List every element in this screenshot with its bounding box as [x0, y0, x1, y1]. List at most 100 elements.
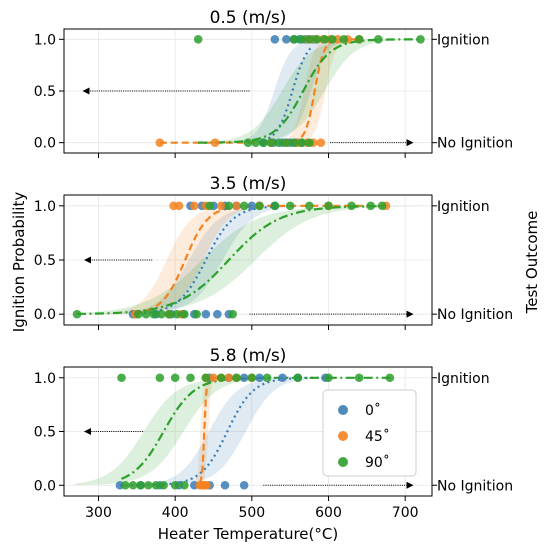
data-point-0deg [239, 480, 249, 490]
data-point-90deg [305, 201, 314, 211]
data-point-90deg [312, 35, 322, 44]
outcome-tick-label: No Ignition [437, 307, 513, 323]
confidence-band-90deg [75, 377, 419, 486]
data-point-90deg [259, 138, 268, 147]
data-point-90deg [262, 373, 272, 383]
y-tick-label: 0.0 [34, 478, 56, 494]
data-point-90deg [297, 138, 306, 147]
data-point-90deg [247, 373, 257, 383]
fit-curve-0deg [262, 45, 314, 142]
data-point-90deg [149, 309, 158, 319]
confidence-band-45deg [75, 205, 419, 315]
data-point-90deg [293, 373, 303, 383]
y-tick-label: 1.0 [34, 32, 56, 48]
data-point-90deg [170, 373, 180, 383]
data-point-90deg [366, 201, 375, 211]
y-tick-label: 0.5 [34, 253, 56, 269]
data-point-90deg [243, 138, 253, 147]
y-axis-label-left: Ignition Probability [10, 192, 28, 333]
data-point-90deg [289, 35, 299, 44]
outcome-tick-label: Ignition [437, 371, 490, 387]
y-tick-label: 0.0 [34, 136, 56, 152]
x-tick-label: 700 [392, 505, 419, 521]
data-point-90deg [285, 201, 295, 211]
data-point-45deg [216, 201, 226, 211]
x-axis-label: Heater Temperature(°C) [158, 525, 338, 543]
data-point-90deg [354, 35, 364, 44]
confidence-band-0deg [75, 377, 419, 486]
data-point-45deg [224, 373, 234, 383]
data-point-90deg [239, 201, 249, 211]
data-point-45deg [210, 138, 220, 147]
data-point-45deg [316, 138, 326, 147]
data-point-45deg [232, 201, 241, 211]
data-point-90deg [289, 138, 299, 147]
y-tick-label: 0.5 [34, 84, 56, 100]
data-point-90deg [305, 35, 314, 44]
legend-label: 0˚ [365, 402, 381, 419]
outcome-tick-label: No Ignition [437, 136, 513, 152]
data-point-90deg [339, 35, 349, 44]
confidence-band-90deg [75, 39, 419, 143]
y-tick-label: 0.5 [34, 425, 56, 441]
legend-label: 45˚ [365, 428, 390, 445]
panel-title: 3.5 (m/s) [210, 174, 287, 194]
data-point-90deg [305, 138, 314, 147]
data-point-90deg [117, 373, 126, 383]
data-point-0deg [239, 373, 249, 383]
data-point-90deg [164, 309, 174, 319]
data-point-90deg [282, 138, 291, 147]
data-point-90deg [374, 35, 383, 44]
data-point-45deg [202, 480, 211, 490]
data-point-90deg [186, 373, 195, 383]
legend-marker [338, 457, 348, 467]
data-point-90deg [157, 309, 166, 319]
panel-2: 0.0 0.5 1.0 No Ignition Ignition 3.5 (m/s) [34, 174, 513, 330]
data-point-0deg [282, 35, 291, 44]
data-point-90deg [170, 480, 180, 490]
data-point-90deg [324, 373, 333, 383]
data-point-90deg [144, 480, 153, 490]
data-point-90deg [297, 35, 306, 44]
data-point-90deg [274, 138, 283, 147]
data-point-90deg [159, 480, 168, 490]
data-point-90deg [354, 373, 364, 383]
data-point-90deg [128, 480, 138, 490]
data-point-45deg [190, 201, 199, 211]
data-point-45deg [155, 138, 165, 147]
fit-curve-90deg [77, 205, 383, 315]
data-point-90deg [192, 309, 201, 319]
data-point-45deg [209, 373, 218, 383]
data-point-90deg [224, 201, 234, 211]
data-point-90deg [121, 480, 130, 490]
data-point-90deg [228, 309, 237, 319]
panel-title: 5.8 (m/s) [210, 346, 287, 366]
confidence-band-90deg [75, 205, 419, 314]
legend-label: 90˚ [365, 454, 390, 471]
x-tick-label: 300 [85, 505, 112, 521]
outcome-tick-label: Ignition [437, 32, 490, 48]
legend-marker [338, 405, 348, 415]
data-point-0deg [213, 309, 222, 319]
panel-3: 0.0 0.5 1.0 300 400 500 600 700 No Ignition Ignit… [34, 346, 513, 521]
data-point-90deg [141, 309, 151, 319]
panel-title: 0.5 (m/s) [210, 8, 287, 28]
data-point-0deg [255, 373, 264, 383]
data-point-90deg [136, 480, 145, 490]
data-point-90deg [180, 480, 189, 490]
data-point-90deg [320, 35, 329, 44]
data-point-90deg [232, 373, 241, 383]
data-point-90deg [255, 201, 264, 211]
x-tick-label: 600 [315, 505, 342, 521]
data-point-90deg [151, 480, 161, 490]
data-point-90deg [193, 35, 203, 44]
data-point-0deg [270, 35, 280, 44]
fit-curve-90deg [198, 38, 421, 144]
x-tick-label: 400 [162, 505, 189, 521]
data-point-0deg [247, 201, 257, 211]
data-point-90deg [328, 35, 337, 44]
data-point-0deg [201, 309, 211, 319]
data-point-90deg [385, 373, 395, 383]
legend: 0˚ 45˚ 90˚ [322, 389, 417, 477]
